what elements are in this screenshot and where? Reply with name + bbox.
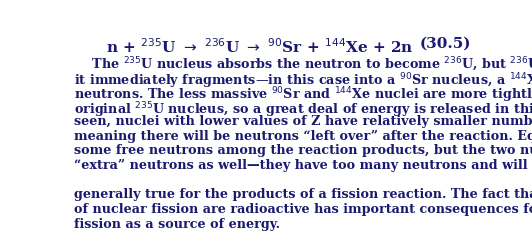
Text: “extra” neutrons as well—they have too many neutrons and will be unstable. This : “extra” neutrons as well—they have too m… — [74, 159, 532, 172]
Text: n + $^{235}$U $\rightarrow$ $^{236}$U $\rightarrow$ $^{90}$Sr + $^{144}$Xe + 2n: n + $^{235}$U $\rightarrow$ $^{236}$U $\… — [106, 37, 414, 56]
Text: neutrons. The less massive $^{90}$Sr and $^{144}$Xe nuclei are more tightly boun: neutrons. The less massive $^{90}$Sr and… — [74, 86, 532, 105]
Text: The $^{235}$U nucleus absorbs the neutron to become $^{236}$U, but $^{236}$U is : The $^{235}$U nucleus absorbs the neutro… — [74, 56, 532, 75]
Text: some free neutrons among the reaction products, but the two nuclear fragments ha: some free neutrons among the reaction pr… — [74, 144, 532, 157]
Text: of nuclear fission are radioactive has important consequences for the use of nuc: of nuclear fission are radioactive has i… — [74, 203, 532, 216]
Text: it immediately fragments—in this case into a $^{90}$Sr nucleus, a $^{144}$Xe nuc: it immediately fragments—in this case in… — [74, 71, 532, 91]
Text: meaning there will be neutrons “left over” after the reaction. Equation 30.5 sho: meaning there will be neutrons “left ove… — [74, 130, 532, 143]
Text: fission as a source of energy.: fission as a source of energy. — [74, 217, 280, 231]
Text: seen, nuclei with lower values of Z have relatively smaller numbers of neutrons,: seen, nuclei with lower values of Z have… — [74, 115, 532, 128]
Text: (30.5): (30.5) — [420, 37, 471, 51]
Text: generally true for the products of a fission reaction. The fact that the waste p: generally true for the products of a fis… — [74, 188, 532, 201]
Text: original $^{235}$U nucleus, so a great deal of energy is released in this reacti: original $^{235}$U nucleus, so a great d… — [74, 100, 532, 120]
